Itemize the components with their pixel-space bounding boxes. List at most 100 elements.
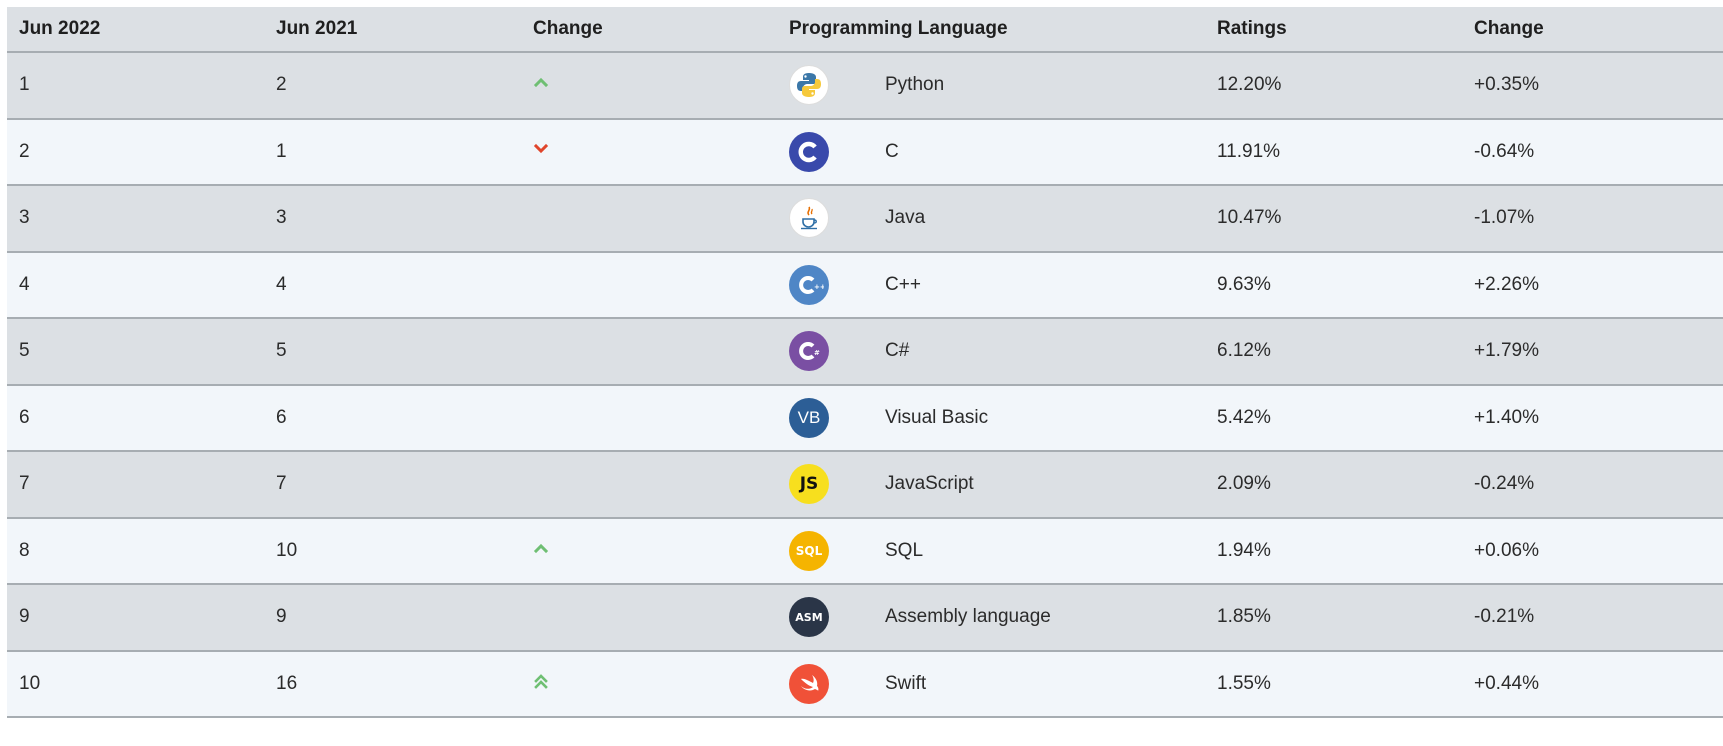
table-row[interactable]: 8 10 SQL SQL 1.94% +0.06% <box>7 517 1723 584</box>
rating-value: 10.47% <box>1217 207 1282 229</box>
assembly-icon: ASM <box>789 597 829 638</box>
current-rank: 2 <box>19 140 30 162</box>
table-row[interactable]: 9 9 ASM Assembly language 1.85% -0.21% <box>7 584 1723 651</box>
current-rank: 5 <box>19 340 30 362</box>
current-rank: 8 <box>19 539 30 561</box>
header-current-month[interactable]: Jun 2022 <box>7 7 264 53</box>
current-rank: 10 <box>19 672 41 694</box>
table-row[interactable]: 7 7 JS JavaScript 2.09% -0.24% <box>7 451 1723 518</box>
rating-value: 1.94% <box>1217 539 1271 561</box>
language-cell: C <box>777 119 1205 186</box>
header-row: Jun 2022 Jun 2021 Change Programming Lan… <box>7 7 1723 53</box>
current-rank: 1 <box>19 74 30 96</box>
double-chevron-up-icon <box>534 673 548 689</box>
rating-change-value: -0.24% <box>1474 473 1535 495</box>
language-name[interactable]: Assembly language <box>885 606 1051 628</box>
language-cell: Java <box>777 185 1205 252</box>
rating-change-value: +2.26% <box>1474 273 1539 295</box>
language-name[interactable]: C# <box>885 340 910 362</box>
table-row[interactable]: 5 5 # C# 6.12% +1.79% <box>7 318 1723 385</box>
previous-rank: 7 <box>276 473 287 495</box>
rating-change-value: -1.07% <box>1474 207 1535 229</box>
ranking-table-container: Jun 2022 Jun 2021 Change Programming Lan… <box>7 7 1723 718</box>
current-rank: 7 <box>19 473 30 495</box>
svg-text:++: ++ <box>814 283 824 291</box>
language-name[interactable]: C <box>885 140 899 162</box>
table-row[interactable]: 4 4 ++ C++ 9.63% +2.26% <box>7 251 1723 319</box>
language-name[interactable]: Visual Basic <box>885 406 989 428</box>
current-rank: 3 <box>19 207 30 229</box>
chevron-up-icon <box>533 78 549 88</box>
header-rank-change[interactable]: Change <box>521 7 777 53</box>
header-ratings[interactable]: Ratings <box>1205 7 1462 53</box>
java-icon <box>789 198 829 239</box>
swift-icon <box>789 663 829 704</box>
previous-rank: 5 <box>276 340 287 362</box>
rating-value: 2.09% <box>1217 473 1271 495</box>
rating-value: 6.12% <box>1217 340 1271 362</box>
previous-rank: 4 <box>276 273 287 295</box>
rank-change-indicator <box>521 651 777 718</box>
header-rating-change[interactable]: Change <box>1462 7 1723 53</box>
rating-value: 1.85% <box>1217 606 1271 628</box>
previous-rank: 9 <box>276 606 287 628</box>
header-previous-month[interactable]: Jun 2021 <box>264 7 521 53</box>
table-row[interactable]: 10 16 Swift 1.55% +0.44% <box>7 650 1723 718</box>
previous-rank: 10 <box>276 539 298 561</box>
rating-value: 12.20% <box>1217 74 1282 96</box>
ranking-table: Jun 2022 Jun 2021 Change Programming Lan… <box>7 7 1723 718</box>
cpp-icon: ++ <box>789 264 829 305</box>
language-cell: # C# <box>777 318 1205 385</box>
rank-change-indicator <box>521 385 777 452</box>
previous-rank: 16 <box>276 672 298 694</box>
language-name[interactable]: Swift <box>885 672 927 694</box>
javascript-icon: JS <box>789 464 829 505</box>
table-body: 1 2 Python 12.20% +0.35% 2 1 C 11.91% -0.64% 3 3 Jav… <box>7 52 1723 717</box>
current-rank: 6 <box>19 406 30 428</box>
rank-change-indicator <box>521 584 777 651</box>
rank-change-indicator <box>521 318 777 385</box>
rank-change-indicator <box>521 252 777 319</box>
sql-icon: SQL <box>789 530 829 571</box>
rating-value: 1.55% <box>1217 672 1271 694</box>
rating-change-value: +0.44% <box>1474 672 1539 694</box>
c-icon <box>789 131 829 172</box>
previous-rank: 6 <box>276 406 287 428</box>
language-cell: Python <box>777 52 1205 119</box>
svg-text:#: # <box>814 349 820 357</box>
language-name[interactable]: SQL <box>885 539 924 561</box>
previous-rank: 1 <box>276 140 287 162</box>
current-rank: 4 <box>19 273 30 295</box>
language-cell: ASM Assembly language <box>777 584 1205 651</box>
rating-value: 9.63% <box>1217 273 1271 295</box>
header-language[interactable]: Programming Language <box>777 7 1205 53</box>
rating-value: 11.91% <box>1217 140 1281 162</box>
language-name[interactable]: JavaScript <box>885 473 974 495</box>
rating-change-value: +0.06% <box>1474 539 1539 561</box>
visual-basic-icon: VB <box>789 397 829 438</box>
table-header: Jun 2022 Jun 2021 Change Programming Lan… <box>7 7 1723 53</box>
rank-change-indicator <box>521 52 777 119</box>
rating-change-value: -0.64% <box>1474 140 1535 162</box>
language-name[interactable]: Java <box>885 207 926 229</box>
language-name[interactable]: Python <box>885 74 945 96</box>
language-cell: JS JavaScript <box>777 451 1205 518</box>
language-name[interactable]: C++ <box>885 273 921 295</box>
csharp-icon: # <box>789 331 829 372</box>
table-row[interactable]: 3 3 Java 10.47% -1.07% <box>7 185 1723 252</box>
previous-rank: 2 <box>276 74 287 96</box>
rating-change-value: +1.40% <box>1474 406 1539 428</box>
rating-change-value: +0.35% <box>1474 74 1539 96</box>
rating-change-value: -0.21% <box>1474 606 1535 628</box>
language-cell: VB Visual Basic <box>777 385 1205 452</box>
python-icon <box>789 65 829 106</box>
chevron-down-icon <box>533 143 549 153</box>
table-row[interactable]: 2 1 C 11.91% -0.64% <box>7 118 1723 186</box>
rating-change-value: +1.79% <box>1474 340 1539 362</box>
table-row[interactable]: 6 6 VB Visual Basic 5.42% +1.40% <box>7 384 1723 452</box>
previous-rank: 3 <box>276 207 287 229</box>
language-cell: ++ C++ <box>777 252 1205 319</box>
current-rank: 9 <box>19 606 30 628</box>
rating-value: 5.42% <box>1217 406 1271 428</box>
table-row[interactable]: 1 2 Python 12.20% +0.35% <box>7 52 1723 119</box>
